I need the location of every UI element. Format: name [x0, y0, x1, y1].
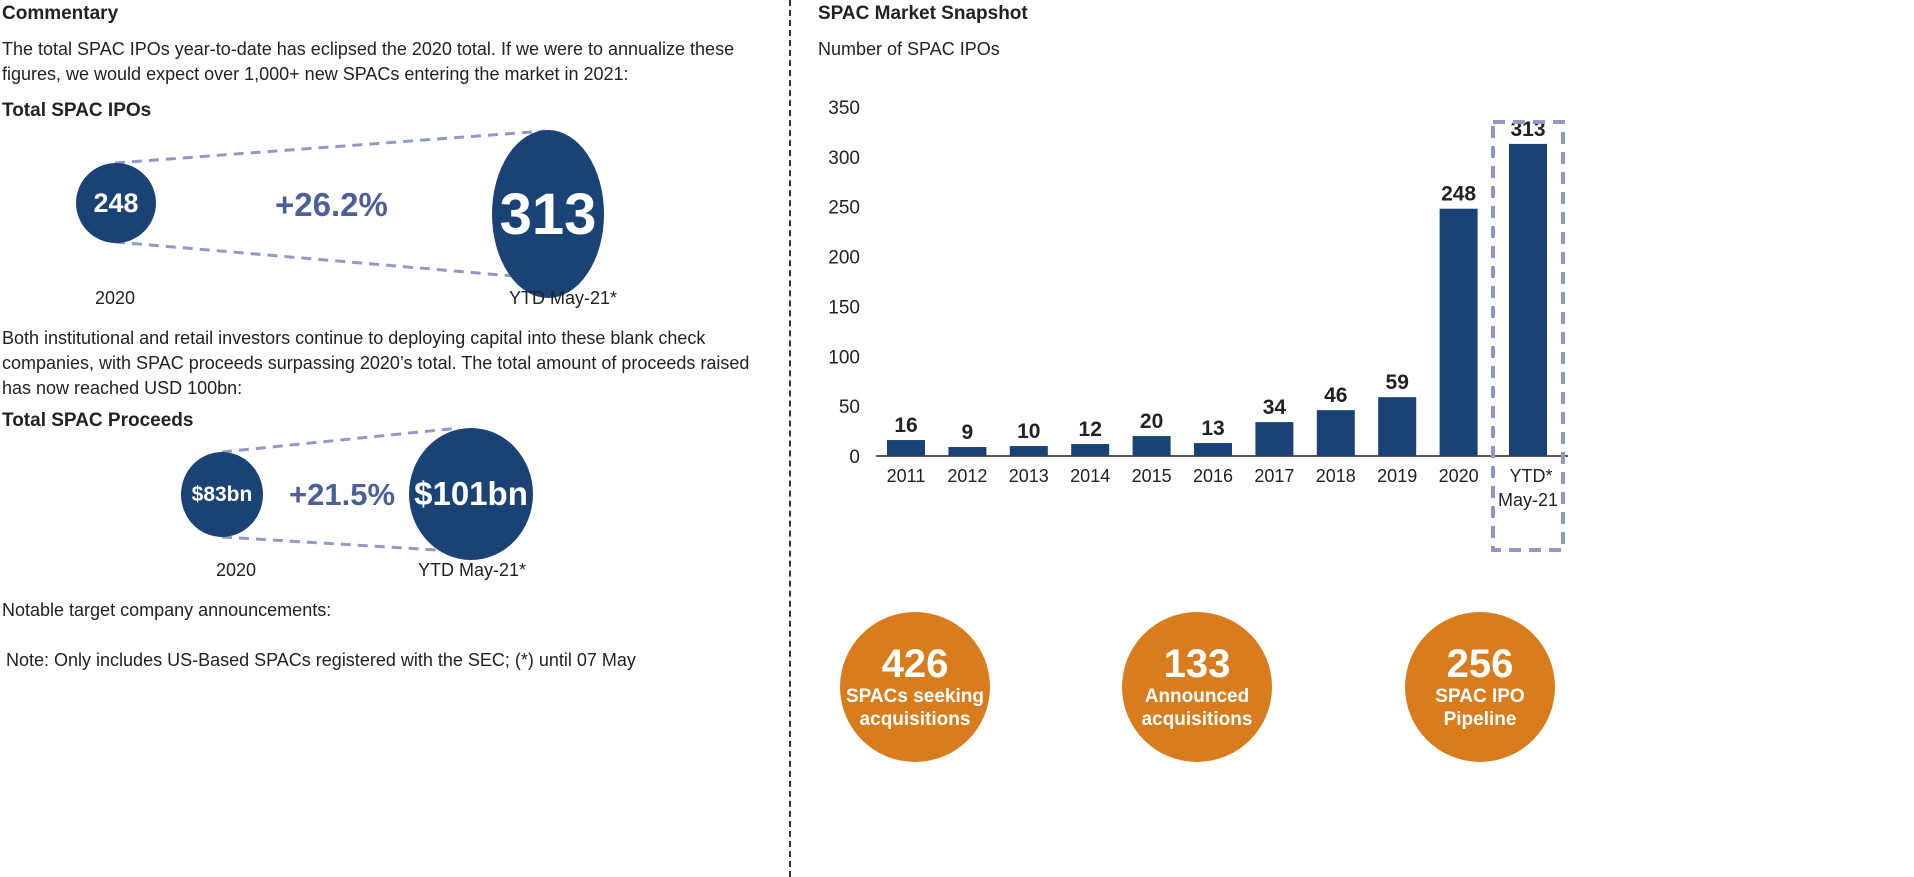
y-tick-label: 350 [828, 98, 860, 119]
bar [1509, 143, 1547, 456]
data-label: 248 [1441, 183, 1476, 206]
x-tick-label: 2015 [1132, 466, 1172, 486]
bar [1009, 446, 1048, 456]
connector-lines [114, 129, 549, 554]
y-tick-label: 200 [828, 248, 860, 269]
x-tick-label: 2017 [1254, 466, 1294, 486]
data-label: 46 [1324, 384, 1347, 407]
x-tick-label: YTD* [1509, 466, 1552, 486]
intro-text: The total SPAC IPOs year-to-date has ecl… [2, 39, 735, 84]
ipos-2020-circle: 248 [76, 163, 156, 243]
data-label: 13 [1201, 417, 1224, 440]
data-label: 9 [962, 421, 974, 444]
paragraph-2: Both institutional and retail investors … [2, 328, 750, 398]
x-tick-label: 2019 [1377, 466, 1417, 486]
proceeds-2020-label: 2020 [215, 560, 257, 580]
ipos-heading: Total SPAC IPOs [2, 100, 152, 121]
snapshot-title: SPAC Market Snapshot [818, 3, 1028, 24]
ipos-ytd-label: YTD May-21* [508, 288, 618, 308]
y-tick-label: 250 [828, 198, 860, 219]
stat-label: SPAC IPO Pipeline [1435, 686, 1525, 730]
bar [1071, 444, 1110, 456]
x-tick-label: 2011 [887, 466, 926, 486]
ipos-change: +26.2% [275, 186, 388, 223]
proceeds-ytd-label: YTD May-21* [417, 560, 527, 580]
x-tick-label: 2018 [1316, 466, 1356, 486]
ipos-connector-bottom [114, 240, 549, 281]
bar [948, 447, 987, 456]
stat-label: Announced acquisitions [1141, 686, 1253, 730]
ipos-connector-top [114, 129, 546, 165]
y-tick-label: 300 [828, 148, 860, 169]
bar [1255, 422, 1294, 456]
panel-divider [789, 0, 791, 877]
data-label: 12 [1079, 418, 1102, 441]
bar [1132, 436, 1171, 456]
commentary-title: Commentary [2, 3, 119, 24]
bar [1378, 397, 1417, 456]
y-tick-label: 100 [828, 347, 860, 368]
highlight-box [1491, 120, 1565, 552]
y-tick-label: 50 [839, 397, 860, 418]
y-tick-label: 150 [828, 297, 860, 318]
x-tick-label: 2016 [1193, 466, 1233, 486]
x-tick-label: 2013 [1009, 466, 1049, 486]
x-tick-label: May-21 [1498, 490, 1558, 510]
proceeds-2020-circle: $83bn [181, 452, 263, 537]
footnote: Note: Only includes US-Based SPACs regis… [6, 650, 636, 670]
bar [887, 440, 925, 456]
stat-label: SPACs seeking acquisitions [846, 686, 984, 730]
proceeds-ytd-circle: $101bn [409, 428, 533, 560]
chart-title: Number of SPAC IPOs [818, 39, 1000, 59]
bar [1194, 443, 1232, 456]
ipos-ytd-circle: 313 [492, 130, 604, 298]
proceeds-connector-top [221, 426, 460, 454]
data-label: 20 [1140, 410, 1163, 433]
proceeds-connector-bottom [221, 535, 471, 554]
x-tick-label: 2020 [1439, 466, 1479, 486]
stat-circle-seeking: 426 SPACs seeking acquisitions [840, 612, 990, 762]
bar-chart: 0501001502002503003501620119201210201312… [828, 98, 1568, 552]
data-label: 34 [1263, 396, 1287, 419]
data-label: 59 [1386, 371, 1409, 394]
stat-value: 133 [1163, 642, 1231, 686]
notable-announcements: Notable target company announcements: [2, 600, 332, 620]
stat-circle-pipeline: 256 SPAC IPO Pipeline [1405, 612, 1555, 762]
x-tick-label: 2012 [947, 466, 987, 486]
x-tick-label: 2014 [1070, 466, 1110, 486]
y-tick-label: 0 [849, 447, 860, 468]
stat-circle-announced: 133 Announced acquisitions [1122, 612, 1272, 762]
stat-value: 256 [1446, 642, 1514, 686]
data-label: 10 [1017, 420, 1040, 443]
bar [1439, 208, 1478, 456]
data-label: 16 [894, 414, 917, 437]
ipos-2020-label: 2020 [94, 288, 136, 308]
proceeds-heading: Total SPAC Proceeds [2, 410, 194, 431]
proceeds-change: +21.5% [289, 477, 396, 512]
stat-value: 426 [881, 642, 949, 686]
bar [1316, 410, 1355, 456]
